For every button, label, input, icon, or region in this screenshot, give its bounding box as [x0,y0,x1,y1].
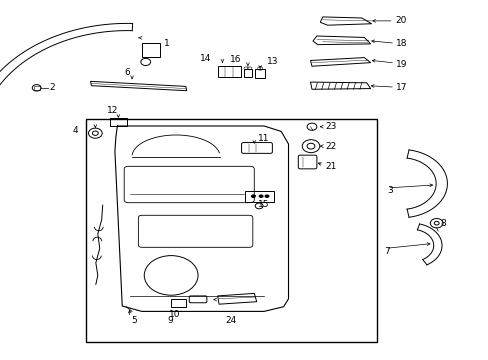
Text: 1: 1 [163,40,169,49]
Text: 24: 24 [224,316,236,325]
Text: 16: 16 [229,55,241,63]
Text: 20: 20 [394,16,406,25]
Text: 23: 23 [325,122,336,131]
Text: 5: 5 [131,316,137,325]
Text: 10: 10 [169,310,181,319]
Text: 22: 22 [325,143,336,152]
Text: 6: 6 [124,68,130,77]
Circle shape [264,194,269,198]
Bar [34,86,40,90]
Text: 13: 13 [266,57,278,66]
Text: 11: 11 [258,134,269,143]
Text: 18: 18 [395,40,407,49]
Text: 12: 12 [106,107,118,115]
Text: 9: 9 [167,316,173,325]
Circle shape [258,194,263,198]
Text: 3: 3 [387,186,393,194]
Text: 2: 2 [49,83,55,92]
Bar [85,119,376,342]
Circle shape [250,194,255,198]
Text: 8: 8 [439,219,445,228]
Text: 4: 4 [72,126,78,135]
Text: 21: 21 [325,162,336,171]
Bar [142,43,160,57]
Text: 14: 14 [200,54,211,63]
Text: 15: 15 [258,200,269,209]
Text: 7: 7 [384,248,389,256]
Bar [109,118,126,126]
Text: 19: 19 [395,60,407,69]
Text: 17: 17 [395,83,407,92]
